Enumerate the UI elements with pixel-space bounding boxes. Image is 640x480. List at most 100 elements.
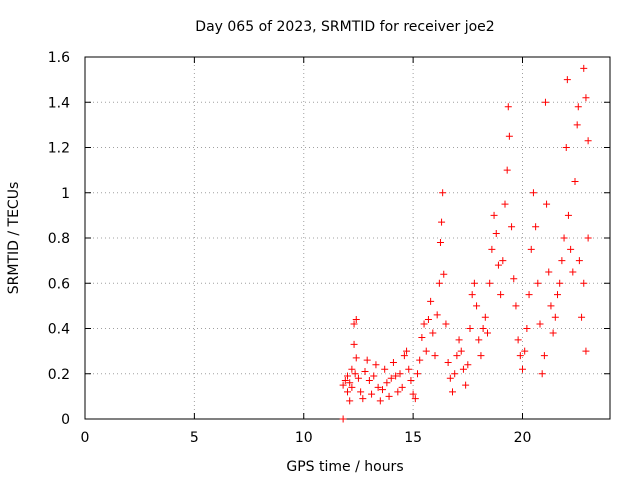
data-point — [351, 370, 359, 378]
data-point — [512, 302, 520, 310]
data-point — [473, 302, 481, 310]
data-point — [409, 390, 417, 398]
data-point — [488, 245, 496, 253]
data-point — [584, 137, 592, 145]
data-point — [457, 347, 465, 355]
data-point — [400, 352, 408, 360]
y-tick-label: 0.2 — [48, 367, 70, 383]
data-point — [376, 397, 384, 405]
data-point — [554, 291, 561, 299]
x-tick-label: 15 — [404, 430, 422, 446]
data-point — [538, 370, 546, 378]
data-point — [549, 329, 557, 337]
data-point — [466, 325, 474, 332]
data-point — [499, 257, 507, 265]
data-point — [392, 372, 400, 380]
y-tick-label: 1.2 — [48, 141, 70, 157]
data-point — [523, 325, 531, 332]
data-point — [541, 98, 549, 106]
data-point — [514, 336, 522, 344]
data-point — [536, 320, 544, 328]
data-point — [346, 379, 354, 387]
data-point — [350, 320, 358, 328]
y-tick-label: 1.6 — [48, 50, 70, 66]
data-point — [363, 356, 371, 364]
data-point — [567, 245, 575, 253]
data-point — [420, 320, 428, 328]
data-point — [341, 377, 349, 385]
data-point — [414, 370, 421, 378]
data-point — [449, 388, 456, 396]
data-point — [383, 379, 391, 387]
data-point — [459, 365, 467, 373]
data-point — [486, 279, 494, 287]
y-tick-label: 1 — [61, 186, 70, 202]
data-point — [427, 297, 435, 305]
data-point — [562, 144, 570, 151]
data-point — [350, 340, 358, 348]
data-point — [451, 370, 459, 378]
data-point — [464, 361, 472, 369]
data-point — [348, 383, 356, 391]
data-point — [582, 347, 590, 355]
data-point — [534, 279, 542, 287]
data-point — [582, 94, 590, 102]
data-point — [564, 211, 572, 219]
data-point — [543, 200, 551, 208]
data-point — [578, 313, 586, 321]
data-point — [573, 121, 581, 129]
data-point — [431, 352, 439, 360]
data-point — [444, 358, 452, 366]
data-point — [446, 374, 454, 382]
data-point — [571, 177, 579, 185]
data-points — [339, 64, 592, 423]
data-point — [580, 64, 588, 72]
data-point — [346, 397, 354, 405]
data-point — [503, 166, 511, 174]
data-point — [436, 239, 444, 247]
x-tick-label: 10 — [295, 430, 313, 446]
grid-lines — [85, 57, 610, 419]
data-point — [521, 347, 529, 355]
data-point — [462, 381, 470, 389]
data-point — [584, 234, 592, 242]
data-point — [510, 275, 518, 283]
data-point — [540, 352, 548, 360]
data-point — [477, 352, 485, 360]
data-point — [433, 311, 441, 319]
data-point — [527, 245, 535, 253]
data-point — [398, 383, 406, 391]
data-point — [494, 261, 502, 269]
data-point — [453, 352, 461, 360]
x-axis-label: GPS time / hours — [286, 459, 403, 475]
data-point — [475, 336, 483, 344]
data-point — [575, 257, 583, 265]
y-tick-label: 0.6 — [48, 276, 70, 292]
x-tick-label: 5 — [190, 430, 199, 446]
data-point — [551, 313, 559, 321]
data-point — [492, 229, 500, 237]
data-point — [359, 395, 367, 403]
data-point — [352, 315, 360, 323]
data-point — [357, 388, 365, 396]
y-tick-label: 0.4 — [48, 322, 70, 338]
data-point — [372, 361, 380, 369]
x-tick-label: 20 — [514, 430, 532, 446]
data-point — [501, 200, 509, 208]
data-point — [563, 76, 571, 84]
data-point — [508, 223, 516, 231]
data-point — [339, 415, 347, 423]
data-point — [379, 386, 386, 394]
data-point — [385, 392, 393, 400]
data-point — [490, 211, 498, 219]
data-point — [481, 313, 489, 321]
data-point — [394, 388, 402, 396]
data-point — [403, 347, 411, 355]
data-point — [370, 372, 378, 380]
data-point — [381, 365, 389, 373]
data-point — [532, 223, 540, 231]
data-point — [339, 381, 347, 389]
data-point — [525, 291, 533, 299]
data-point — [516, 352, 524, 360]
